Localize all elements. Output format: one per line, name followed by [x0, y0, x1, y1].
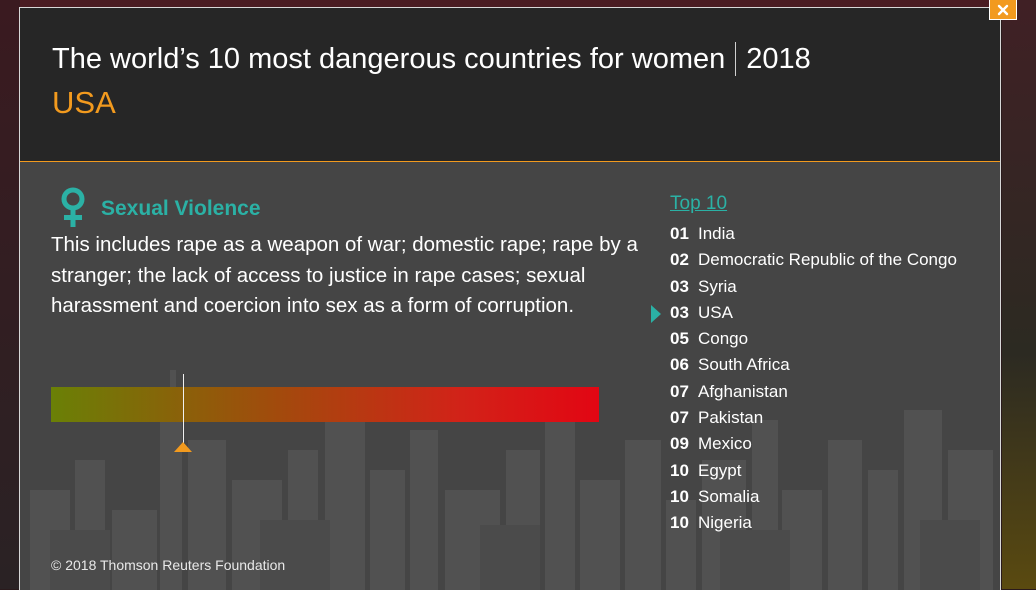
active-item-arrow-icon — [651, 304, 661, 323]
top10-country: Syria — [698, 276, 737, 296]
top10-item-congo[interactable]: 05 Congo — [670, 326, 957, 352]
category-title: Sexual Violence — [101, 197, 261, 220]
category-description: This includes rape as a weapon of war; d… — [51, 233, 638, 317]
title-year: 2018 — [746, 42, 811, 75]
top10-item-somalia[interactable]: 10 Somalia — [670, 484, 957, 510]
top10-country: South Africa — [698, 355, 790, 375]
top10-country: India — [698, 224, 735, 243]
top10-item-usa[interactable]: 03 USA — [651, 300, 957, 326]
top10-item-syria[interactable]: 03 Syria — [670, 274, 957, 300]
top10-heading-link[interactable]: Top 10 — [670, 193, 728, 214]
scale-marker-icon — [174, 442, 192, 452]
top10-country: Nigeria — [698, 513, 752, 533]
top10-rank: 01 — [670, 224, 689, 243]
top10-country: Pakistan — [698, 408, 764, 428]
country-name: USA — [52, 85, 116, 120]
title-row: The world’s 10 most dangerous countries … — [52, 42, 811, 76]
top10-country: Democratic Republic of the Congo — [698, 250, 957, 270]
scale-marker-line — [183, 374, 184, 444]
close-button[interactable] — [989, 0, 1017, 20]
top10-rank: 07 — [670, 381, 689, 401]
top10-item-south-africa[interactable]: 06 South Africa — [670, 352, 957, 378]
city-skyline-background — [30, 370, 993, 590]
top10-item-india[interactable]: 01 India — [670, 221, 957, 247]
top10-rank: 05 — [670, 329, 689, 349]
top10-country: Egypt — [698, 460, 742, 480]
top10-rank: 10 — [670, 486, 689, 506]
top10-item-afghanistan[interactable]: 07 Afghanistan — [670, 379, 957, 405]
top10-item-democratic-republic-of-the-congo[interactable]: 02 Democratic Republic of the Congo — [670, 247, 957, 273]
top10-country: Congo — [698, 329, 749, 349]
top10-list: 01 India 02 Democratic Republic of the Cong… — [651, 221, 957, 537]
top10-country: Somalia — [698, 486, 760, 506]
top10-rank: 07 — [670, 408, 689, 428]
top10-item-nigeria[interactable]: 10 Nigeria — [670, 510, 957, 536]
top10-rank: 06 — [670, 355, 689, 375]
modal-body: Sexual Violence This includes rape as a … — [20, 162, 1000, 590]
top10-rank: 03 — [670, 302, 689, 322]
top10-item-mexico[interactable]: 09 Mexico — [670, 431, 957, 457]
top10-rank: 10 — [670, 513, 689, 533]
female-symbol-icon — [61, 187, 85, 227]
close-icon[interactable] — [997, 4, 1009, 16]
title-divider — [735, 42, 737, 76]
background-right — [1002, 0, 1036, 589]
top10-country: USA — [698, 302, 733, 322]
top10-item-egypt[interactable]: 10 Egypt — [670, 458, 957, 484]
top10-country: Afghanistan — [698, 381, 788, 401]
top10-item-pakistan[interactable]: 07 Pakistan — [670, 405, 957, 431]
copyright-text: © 2018 Thomson Reuters Foundation — [51, 557, 286, 573]
risk-scale-bar — [51, 387, 599, 422]
top10-rank: 09 — [670, 434, 689, 454]
background-left — [0, 0, 20, 589]
country-modal: The world’s 10 most dangerous countries … — [19, 7, 1001, 590]
modal-header: The world’s 10 most dangerous countries … — [20, 8, 1000, 162]
top10-country: Mexico — [698, 434, 752, 454]
top10-rank: 02 — [670, 250, 689, 270]
page-title: The world’s 10 most dangerous countries … — [52, 42, 726, 75]
top10-rank: 10 — [670, 460, 689, 480]
background-top — [0, 0, 1036, 8]
top10-rank: 03 — [670, 276, 689, 296]
